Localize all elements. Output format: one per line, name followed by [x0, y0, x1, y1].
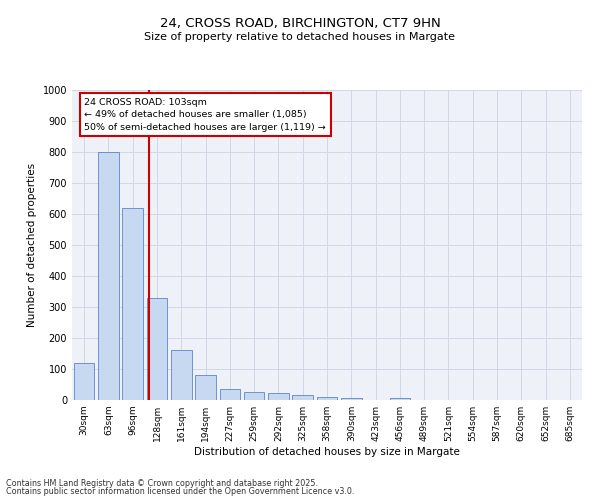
Bar: [268, 393, 289, 400]
Bar: [341, 398, 362, 400]
Bar: [220, 388, 240, 400]
X-axis label: Distribution of detached houses by size in Margate: Distribution of detached houses by size …: [194, 447, 460, 457]
Bar: [98, 152, 119, 400]
Bar: [146, 298, 167, 400]
Text: Contains HM Land Registry data © Crown copyright and database right 2025.: Contains HM Land Registry data © Crown c…: [6, 478, 318, 488]
Bar: [74, 363, 94, 400]
Y-axis label: Number of detached properties: Number of detached properties: [27, 163, 37, 327]
Bar: [389, 398, 410, 400]
Bar: [244, 392, 265, 400]
Bar: [195, 375, 216, 400]
Text: Size of property relative to detached houses in Margate: Size of property relative to detached ho…: [145, 32, 455, 42]
Text: Contains public sector information licensed under the Open Government Licence v3: Contains public sector information licen…: [6, 487, 355, 496]
Bar: [292, 396, 313, 400]
Bar: [317, 397, 337, 400]
Bar: [122, 208, 143, 400]
Bar: [171, 350, 191, 400]
Text: 24 CROSS ROAD: 103sqm
← 49% of detached houses are smaller (1,085)
50% of semi-d: 24 CROSS ROAD: 103sqm ← 49% of detached …: [85, 98, 326, 132]
Text: 24, CROSS ROAD, BIRCHINGTON, CT7 9HN: 24, CROSS ROAD, BIRCHINGTON, CT7 9HN: [160, 18, 440, 30]
